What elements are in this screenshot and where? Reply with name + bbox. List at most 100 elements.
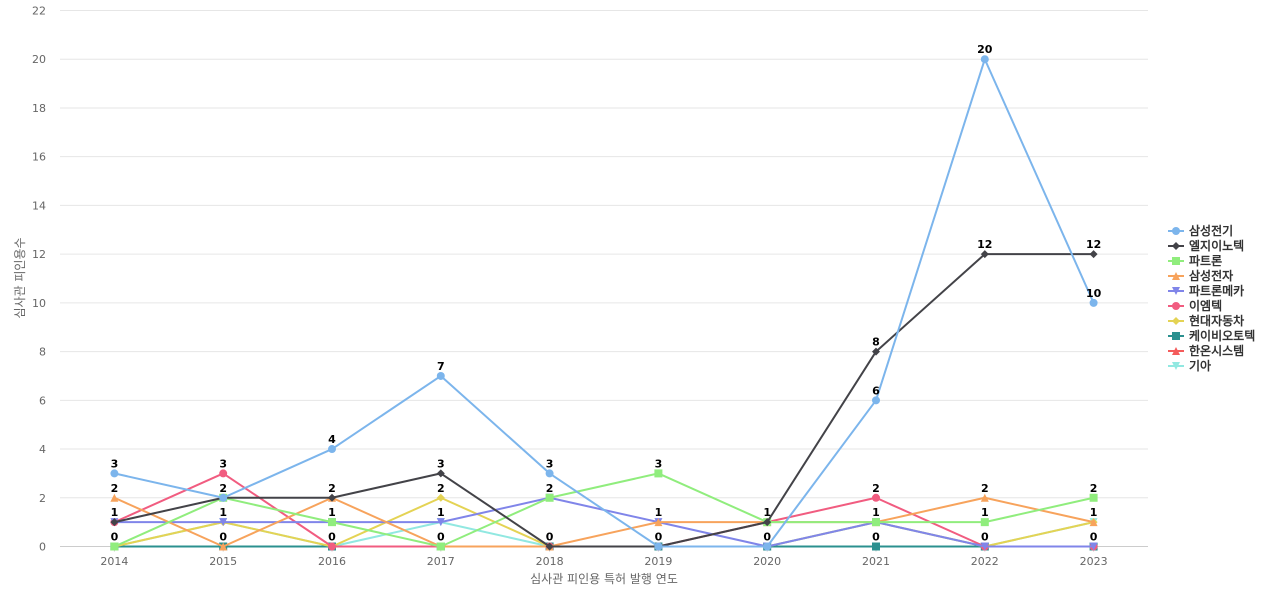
- x-tick-label: 2020: [753, 555, 781, 568]
- legend-item[interactable]: 케이비오토텍: [1168, 328, 1255, 343]
- data-point: [545, 493, 554, 502]
- data-label: 3: [219, 457, 227, 470]
- legend-label: 현대자동차: [1189, 313, 1244, 328]
- data-point: [436, 493, 445, 502]
- data-label: 1: [219, 506, 227, 519]
- data-label: 6: [872, 384, 880, 397]
- legend-item[interactable]: 파트론: [1168, 253, 1222, 268]
- legend-item[interactable]: 삼성전기: [1168, 223, 1233, 238]
- data-point: [1089, 298, 1098, 307]
- series-line: [114, 253, 1094, 548]
- series-group: [110, 55, 1098, 551]
- y-axis-title: 심사관 피인용수: [13, 237, 27, 318]
- data-label: 0: [655, 531, 663, 544]
- data-point: [110, 542, 119, 551]
- data-label: 0: [981, 531, 989, 544]
- data-label: 2: [872, 482, 880, 495]
- data-label: 1: [981, 506, 989, 519]
- data-point: [328, 518, 336, 527]
- x-tick-label: 2021: [862, 555, 890, 568]
- x-tick-label: 2015: [209, 555, 237, 568]
- data-point: [1089, 518, 1098, 527]
- data-label: 0: [546, 531, 554, 544]
- data-label: 2: [219, 482, 227, 495]
- data-label: 0: [219, 531, 227, 544]
- data-point: [436, 469, 445, 478]
- x-axis-ticks: 2014 2015 2016 2017 2018 2019 2020 2021 2022 2023: [100, 546, 1108, 568]
- data-point: [1089, 250, 1098, 259]
- data-label: 12: [977, 238, 992, 251]
- x-tick-label: 2016: [318, 555, 346, 568]
- data-label: 8: [872, 336, 880, 349]
- legend-label: 케이비오토텍: [1189, 328, 1255, 343]
- y-tick-label: 22: [32, 5, 46, 18]
- data-label: 3: [437, 457, 445, 470]
- data-point: [328, 493, 336, 502]
- y-tick-label: 6: [39, 394, 46, 407]
- legend-marker: [1172, 347, 1180, 355]
- legend-item[interactable]: 현대자동차: [1168, 313, 1244, 328]
- legend-item[interactable]: 엘지이노텍: [1168, 238, 1244, 253]
- y-tick-label: 16: [32, 151, 46, 164]
- data-point: [980, 518, 989, 527]
- data-label: 4: [328, 433, 336, 446]
- data-label: 1: [437, 506, 445, 519]
- data-label: 0: [111, 531, 119, 544]
- x-tick-label: 2023: [1080, 555, 1108, 568]
- series-line: [114, 58, 1095, 548]
- data-point: [328, 542, 336, 551]
- data-label: 0: [763, 531, 771, 544]
- legend-marker: [1172, 362, 1180, 370]
- y-tick-label: 2: [39, 492, 46, 505]
- data-point: [654, 469, 663, 478]
- legend-item[interactable]: 이엠텍: [1168, 298, 1222, 313]
- data-point: [980, 493, 989, 502]
- y-tick-label: 8: [39, 346, 46, 359]
- data-label: 3: [655, 457, 663, 470]
- y-tick-label: 12: [32, 248, 46, 261]
- data-point: [110, 469, 119, 478]
- legend-label: 기아: [1189, 358, 1211, 373]
- x-tick-label: 2014: [100, 555, 128, 568]
- data-point: [110, 493, 119, 502]
- y-axis-ticks: 0 2 4 6 8 10 12 14 16 18 20 22: [32, 5, 46, 554]
- series-1: [110, 55, 1098, 551]
- legend-marker: [1172, 287, 1180, 295]
- data-label: 10: [1086, 287, 1102, 300]
- legend-marker: [1172, 317, 1180, 325]
- x-axis-title: 심사관 피인용 특허 발행 연도: [530, 571, 678, 586]
- data-label: 3: [546, 457, 554, 470]
- data-label: 0: [1090, 531, 1098, 544]
- data-label: 0: [437, 531, 445, 544]
- legend-label: 파트론메카: [1189, 283, 1244, 298]
- data-point: [545, 542, 554, 551]
- legend-item[interactable]: 한온시스템: [1168, 343, 1244, 358]
- data-point: [436, 371, 445, 380]
- grid-lines: [60, 10, 1148, 499]
- legend-marker: [1172, 257, 1180, 265]
- data-point: [436, 542, 445, 551]
- data-point: [219, 542, 228, 551]
- x-tick-label: 2018: [536, 555, 564, 568]
- data-point: [1089, 542, 1098, 551]
- data-point: [545, 469, 554, 478]
- legend-item[interactable]: 삼성전자: [1168, 268, 1233, 283]
- series-line: [113, 472, 1094, 548]
- y-tick-label: 14: [32, 199, 46, 212]
- data-label: 20: [977, 43, 993, 56]
- data-label: 1: [328, 506, 336, 519]
- x-tick-label: 2019: [644, 555, 672, 568]
- data-point: [1089, 493, 1098, 502]
- legend-marker: [1172, 332, 1180, 340]
- legend-label: 엘지이노텍: [1189, 238, 1244, 253]
- legend-item[interactable]: 기아: [1168, 358, 1211, 373]
- data-label: 2: [111, 482, 119, 495]
- legend-marker: [1172, 272, 1180, 280]
- data-label: 2: [981, 482, 989, 495]
- y-tick-label: 20: [32, 53, 46, 66]
- data-label: 0: [328, 531, 336, 544]
- y-tick-label: 0: [39, 541, 46, 554]
- legend-item[interactable]: 파트론메카: [1168, 283, 1244, 298]
- data-label: 2: [1090, 482, 1098, 495]
